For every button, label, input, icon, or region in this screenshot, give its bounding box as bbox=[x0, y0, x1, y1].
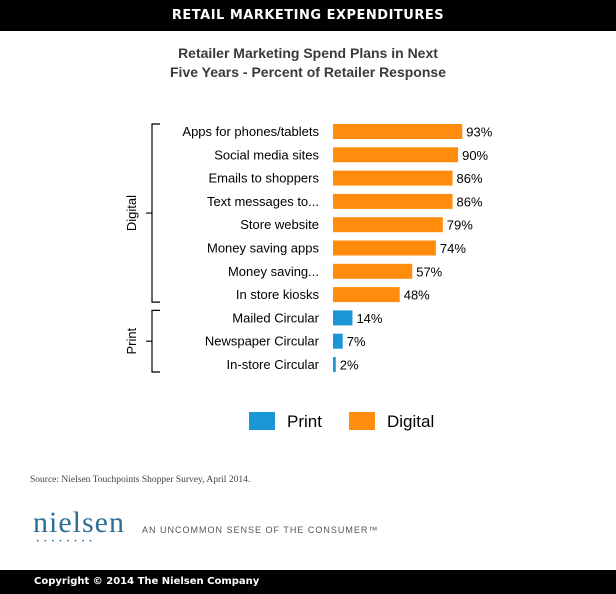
digital-group-label: Digital bbox=[124, 195, 139, 231]
value-label: 2% bbox=[340, 358, 359, 373]
legend-swatch-print bbox=[249, 412, 275, 430]
bar-1 bbox=[333, 124, 463, 139]
category-label: In store kiosks bbox=[236, 287, 320, 302]
print-group-label: Print bbox=[124, 327, 139, 354]
category-label: Emails to shoppers bbox=[208, 171, 319, 186]
header-title: RETAIL MARKETING EXPENDITURES bbox=[171, 8, 445, 23]
value-label: 7% bbox=[347, 334, 366, 349]
header-banner: RETAIL MARKETING EXPENDITURES bbox=[0, 0, 616, 31]
category-label: Newspaper Circular bbox=[205, 334, 320, 349]
bar-9 bbox=[333, 310, 353, 326]
value-label: 90% bbox=[462, 148, 488, 163]
value-label: 48% bbox=[404, 288, 430, 303]
bar-4 bbox=[333, 193, 453, 209]
value-label: 86% bbox=[457, 194, 483, 209]
value-label: 14% bbox=[356, 311, 382, 326]
footer-banner: Copyright © 2014 The Nielsen Company bbox=[0, 570, 616, 594]
value-label: 74% bbox=[440, 241, 466, 256]
category-label: Social media sites bbox=[214, 147, 319, 162]
category-label: Store website bbox=[240, 217, 319, 232]
bar-5 bbox=[333, 217, 443, 233]
legend-swatch-digital bbox=[349, 412, 375, 430]
category-label: Money saving apps bbox=[207, 241, 320, 256]
chart-title-line-2: Five Years - Percent of Retailer Respons… bbox=[170, 64, 446, 80]
logo-dots: •••••••• bbox=[36, 538, 97, 545]
category-label: Apps for phones/tablets bbox=[182, 124, 319, 139]
legend-label-print: Print bbox=[287, 412, 322, 431]
bar-6 bbox=[333, 240, 436, 256]
category-label: In-store Circular bbox=[227, 357, 320, 372]
bar-8 bbox=[333, 287, 400, 303]
category-label: Money saving... bbox=[228, 264, 319, 279]
copyright-text: Copyright © 2014 The Nielsen Company bbox=[34, 576, 260, 587]
legend-label-digital: Digital bbox=[387, 412, 434, 431]
digital-bracket bbox=[146, 123, 160, 303]
category-label: Mailed Circular bbox=[232, 310, 319, 325]
bar-7 bbox=[333, 263, 413, 279]
value-label: 93% bbox=[466, 125, 492, 140]
bar-11 bbox=[333, 357, 336, 372]
bar-3 bbox=[333, 170, 453, 186]
brand-tagline: AN UNCOMMON SENSE OF THE CONSUMER™ bbox=[142, 525, 379, 535]
source-note: Source: Nielsen Touchpoints Shopper Surv… bbox=[30, 475, 251, 485]
chart-title-line-1: Retailer Marketing Spend Plans in Next bbox=[178, 45, 438, 61]
bar-2 bbox=[333, 147, 459, 163]
value-label: 79% bbox=[447, 218, 473, 233]
value-label: 57% bbox=[416, 264, 442, 279]
category-label: Text messages to... bbox=[207, 194, 319, 209]
bar-chart: Apps for phones/tablets 93% Social media s… bbox=[124, 123, 493, 431]
print-bracket bbox=[146, 309, 160, 373]
bar-10 bbox=[333, 333, 343, 349]
nielsen-logo: nielsen bbox=[33, 506, 125, 539]
value-label: 86% bbox=[457, 171, 483, 186]
